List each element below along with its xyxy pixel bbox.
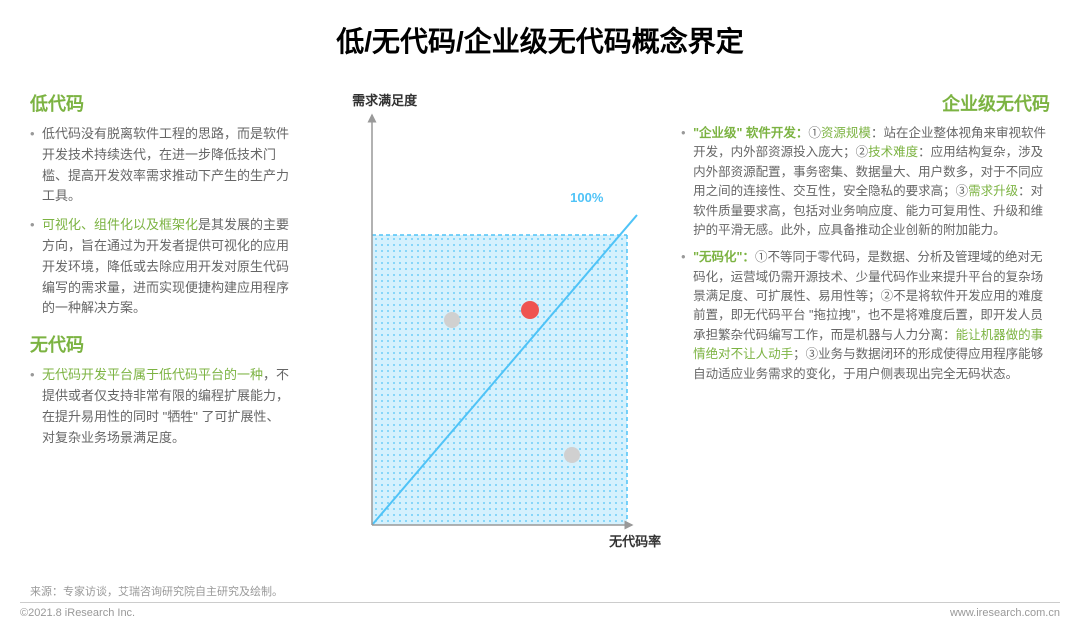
list-item: 可视化、组件化以及框架化是其发展的主要方向，旨在通过为开发者提供可视化的应用开发… (30, 215, 292, 319)
chart-column: 需求满足度 100% 无代码率 (302, 90, 671, 560)
footer: ©2021.8 iResearch Inc. www.iresearch.com… (20, 602, 1060, 619)
section-title-enterprise: 企业级无代码 (681, 90, 1050, 116)
list-item: "企业级" 软件开发：①资源规模：站在企业整体视角来审视软件开发，内外部资源投入… (681, 124, 1050, 240)
right-column: 企业级无代码 "企业级" 软件开发：①资源规模：站在企业整体视角来审视软件开发，… (671, 90, 1050, 560)
list-item: 无代码开发平台属于低代码平台的一种，不提供或者仅支持非常有限的编程扩展能力，在提… (30, 365, 292, 448)
page-title: 低/无代码/企业级无代码概念界定 (30, 20, 1050, 60)
section-title-nocode: 无代码 (30, 331, 292, 357)
content-row: 低代码 低代码没有脱离软件工程的思路，而是软件开发技术持续迭代，在进一步降低技术… (30, 90, 1050, 560)
footer-right: www.iresearch.com.cn (950, 607, 1060, 619)
nocode-list: 无代码开发平台属于低代码平台的一种，不提供或者仅支持非常有限的编程扩展能力，在提… (30, 365, 292, 448)
list-item: 低代码没有脱离软件工程的思路，而是软件开发技术持续迭代，在进一步降低技术门槛、提… (30, 124, 292, 207)
chart-area: 需求满足度 100% 无代码率 (302, 90, 671, 560)
enterprise-list: "企业级" 软件开发：①资源规模：站在企业整体视角来审视软件开发，内外部资源投入… (681, 124, 1050, 384)
x-axis-label: 无代码率 (609, 531, 661, 550)
list-item: "无码化"：①不等同于零代码，是数据、分析及管理域的绝对无码化，运营域仍需开源技… (681, 248, 1050, 384)
source-note: 来源：专家访谈，艾瑞咨询研究院自主研究及绘制。 (30, 583, 283, 599)
left-column: 低代码 低代码没有脱离软件工程的思路，而是软件开发技术持续迭代，在进一步降低技术… (30, 90, 302, 560)
section-title-lowcode: 低代码 (30, 90, 292, 116)
lowcode-list: 低代码没有脱离软件工程的思路，而是软件开发技术持续迭代，在进一步降低技术门槛、提… (30, 124, 292, 319)
chart-svg (302, 105, 662, 545)
footer-left: ©2021.8 iResearch Inc. (20, 607, 135, 619)
hundred-percent-label: 100% (570, 190, 603, 205)
